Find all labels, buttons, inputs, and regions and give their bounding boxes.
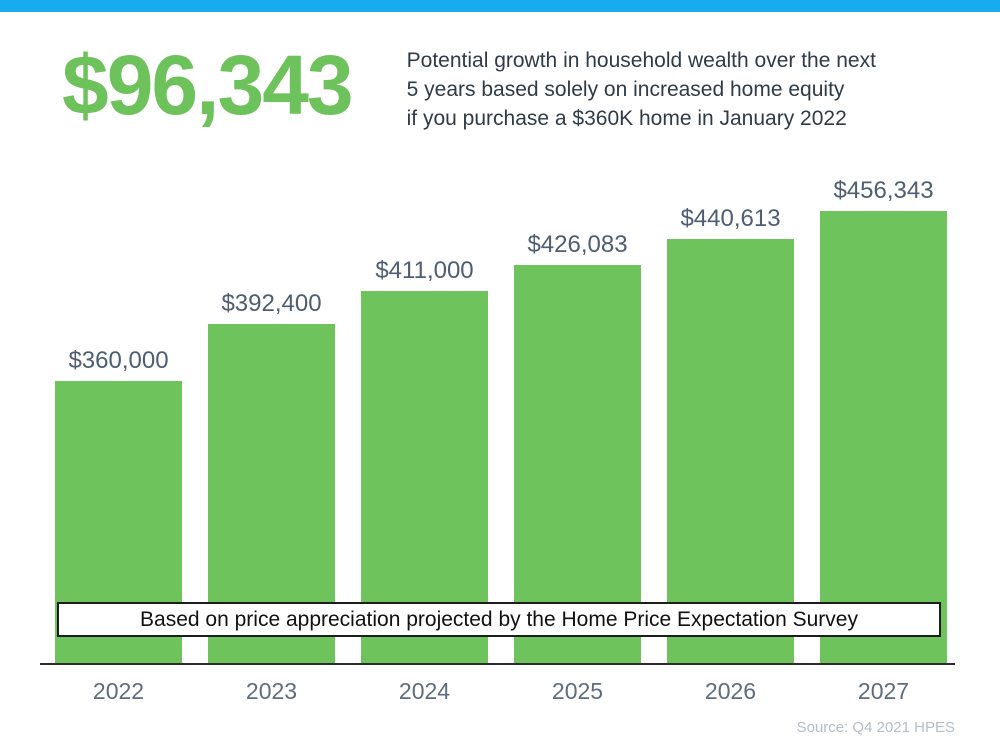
x-axis-tick-label: 2022	[92, 678, 145, 704]
x-axis-tick-label: 2023	[245, 678, 298, 704]
bar-series: $360,000 $392,400 $411,000 $426,083 $440,613…	[55, 163, 947, 663]
bar-group: $411,000	[361, 257, 488, 663]
annotation-box: Based on price appreciation projected by…	[57, 602, 941, 637]
header: $96,343 Potential growth in household we…	[0, 12, 1000, 145]
bar	[361, 291, 488, 663]
bar-value-label: $360,000	[68, 347, 169, 374]
description-line-2: 5 years based solely on increased home e…	[406, 78, 845, 101]
bar-value-label: $392,400	[221, 290, 322, 317]
bar-group: $440,613	[667, 205, 794, 663]
x-axis-labels: 2022 2023 2024 2025 2026 2027	[40, 665, 955, 705]
bar	[820, 211, 947, 663]
annotation-text: Based on price appreciation projected by…	[140, 607, 858, 631]
headline-amount: $96,343	[62, 38, 354, 132]
bar-chart: $360,000 $392,400 $411,000 $426,083 $440,613…	[40, 163, 955, 665]
description-line-3: if you purchase a $360K home in January …	[406, 107, 847, 130]
top-accent-bar	[0, 0, 1000, 12]
bar-value-label: $456,343	[833, 177, 934, 204]
x-axis-tick-label: 2026	[704, 678, 757, 704]
source-note: Source: Q4 2021 HPES	[796, 719, 955, 736]
bar	[514, 265, 641, 663]
bar-value-label: $411,000	[375, 257, 474, 284]
bar-value-label: $426,083	[527, 231, 628, 258]
x-axis-tick-label: 2025	[551, 678, 604, 704]
bar	[667, 239, 794, 663]
x-axis-tick-label: 2027	[857, 678, 910, 704]
bar-group: $426,083	[514, 231, 641, 663]
headline-description: Potential growth in household wealth ove…	[407, 46, 876, 133]
bar-group: $456,343	[820, 177, 947, 663]
x-axis-tick-label: 2024	[398, 678, 451, 704]
bar-value-label: $440,613	[680, 205, 781, 232]
description-line-1: Potential growth in household wealth ove…	[406, 49, 876, 72]
